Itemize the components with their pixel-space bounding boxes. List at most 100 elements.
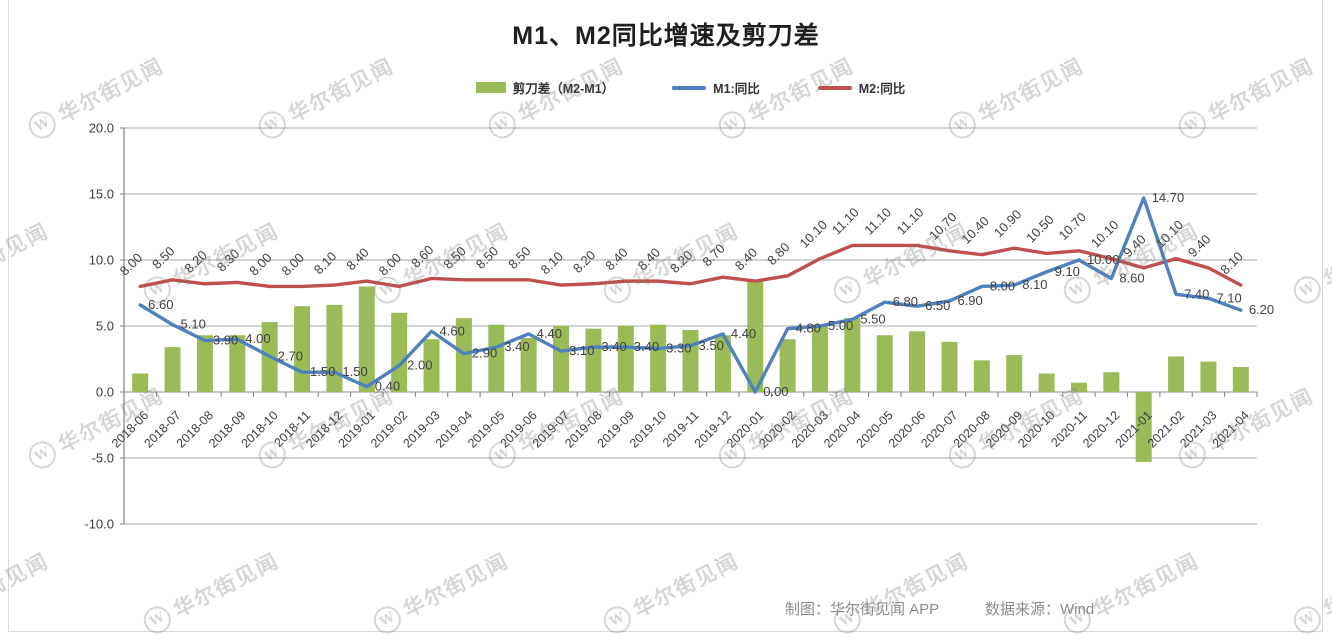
m1-value-label: 9.10: [1055, 264, 1080, 279]
m1-value-label: 8.60: [1119, 270, 1144, 285]
y-tick-label: 15.0: [89, 187, 114, 202]
gap-bar: [1103, 372, 1120, 392]
m2-value-label: 8.40: [343, 245, 372, 274]
gap-bar: [876, 335, 893, 392]
gap-bar: [1070, 382, 1087, 392]
m2-value-label: 8.10: [538, 249, 567, 278]
gap-bar: [909, 331, 926, 392]
m2-value-label: 10.40: [958, 213, 992, 247]
m1-value-label: 4.80: [796, 321, 821, 336]
y-tick-label: 0.0: [96, 385, 114, 400]
m1-value-label: 2.00: [407, 358, 432, 373]
m2-value-label: 8.60: [408, 242, 437, 271]
legend-item-m2: M2:同比: [817, 78, 906, 97]
m1-value-label: 6.50: [925, 298, 950, 313]
y-tick-label: -5.0: [92, 451, 114, 466]
m1-value-label: 2.70: [278, 348, 303, 363]
m2-value-label: 8.50: [473, 243, 502, 272]
gap-bar: [1232, 366, 1249, 392]
credit-text: 制图：华尔街见闻 APP: [785, 601, 940, 618]
m1-value-label: 3.10: [569, 343, 594, 358]
m1-value-label: 3.90: [213, 333, 238, 348]
m1-value-label: 3.40: [601, 339, 626, 354]
gap-bar: [1168, 356, 1185, 392]
gap-bar: [326, 304, 343, 392]
legend-label-gap: 剪刀差（M2-M1）: [512, 82, 615, 96]
gap-bar: [1200, 361, 1217, 392]
gap-bar: [714, 335, 731, 392]
legend-item-gap: 剪刀差（M2-M1）: [475, 78, 615, 97]
m1-value-label: 5.10: [181, 317, 206, 332]
m1-value-label: 0.00: [763, 384, 788, 399]
m1-value-label: 8.10: [1022, 277, 1047, 292]
footer: 制图：华尔街见闻 APP 数据来源：Wind: [0, 598, 1332, 622]
legend-item-m1: M1:同比: [672, 78, 760, 97]
m2-value-label: 9.40: [1120, 232, 1149, 261]
m2-value-label: 10.50: [1023, 212, 1057, 246]
m2-value-label: 8.40: [732, 245, 761, 274]
gap-bar: [585, 328, 602, 392]
gap-bar: [520, 337, 537, 392]
gap-bar: [1038, 373, 1055, 392]
m2-value-label: 8.30: [214, 246, 243, 275]
m1-value-label: 1.50: [310, 364, 335, 379]
m1-value-label: 7.40: [1184, 286, 1209, 301]
legend-label-m2: M2:同比: [858, 82, 906, 96]
m2-value-label: 8.20: [570, 247, 599, 276]
gap-bar: [553, 326, 570, 392]
legend-bar-swatch: [475, 82, 506, 93]
gap-bar: [1135, 392, 1152, 462]
m1-value-label: 6.90: [957, 293, 982, 308]
m2-value-label: 8.70: [699, 241, 728, 270]
gap-bar: [423, 339, 440, 392]
gap-bar: [650, 324, 667, 392]
m1-value-label: 3.40: [504, 339, 529, 354]
m2-value-label: 10.10: [797, 217, 831, 251]
m2-value-label: 10.10: [1088, 217, 1122, 251]
y-tick-label: 5.0: [96, 319, 114, 334]
m2-value-label: 10.90: [991, 207, 1025, 241]
m1-value-label: 4.40: [731, 326, 756, 341]
m2-value-label: 11.10: [861, 205, 894, 238]
m1-value-label: 7.10: [1216, 290, 1241, 305]
m2-value-label: 8.80: [764, 239, 793, 268]
m1-value-label: 4.40: [537, 326, 562, 341]
gap-bar: [811, 324, 828, 392]
m1-value-label: 5.50: [860, 311, 885, 326]
gap-bar: [779, 339, 796, 392]
gap-bar: [358, 286, 375, 392]
m2-value-label: 8.00: [376, 250, 405, 279]
m2-value-label: 8.50: [440, 243, 469, 272]
m2-value-label: 10.10: [1153, 217, 1187, 251]
gap-bar: [844, 318, 861, 392]
m2-value-label: 8.00: [117, 250, 146, 279]
m1-value-label: 3.30: [666, 340, 691, 355]
legend: 剪刀差（M2-M1） M1:同比 M2:同比: [124, 78, 1257, 97]
m2-value-label: 8.10: [1217, 249, 1246, 278]
gap-bar: [747, 281, 764, 392]
y-tick-label: 20.0: [89, 121, 114, 136]
m2-value-label: 9.40: [1185, 232, 1214, 261]
m2-value-label: 10.70: [926, 209, 960, 243]
m1-value-label: 5.00: [828, 318, 853, 333]
gap-bar: [941, 341, 958, 392]
m1-value-label: 4.00: [245, 331, 270, 346]
m2-value-label: 10.70: [1055, 209, 1089, 243]
source-text: 数据来源：Wind: [985, 601, 1095, 618]
m2-value-label: 11.10: [829, 205, 862, 238]
m2-value-label: 8.20: [181, 247, 210, 276]
m2-line: [138, 243, 1243, 289]
m1-value-label: 4.60: [440, 323, 465, 338]
m2-value-label: 8.00: [279, 250, 308, 279]
legend-label-m1: M1:同比: [713, 82, 760, 96]
gap-bar: [132, 373, 149, 392]
m1-value-label: 2.90: [472, 346, 497, 361]
gap-bar: [682, 329, 699, 392]
m2-value-label: 8.50: [505, 243, 534, 272]
m2-value-label: 8.50: [149, 243, 178, 272]
gap-bar: [488, 324, 505, 392]
chart-title: M1、M2同比增速及剪刀差: [512, 22, 820, 50]
m2-value-label: 8.20: [667, 247, 696, 276]
m1-value-label: 14.70: [1152, 190, 1185, 205]
